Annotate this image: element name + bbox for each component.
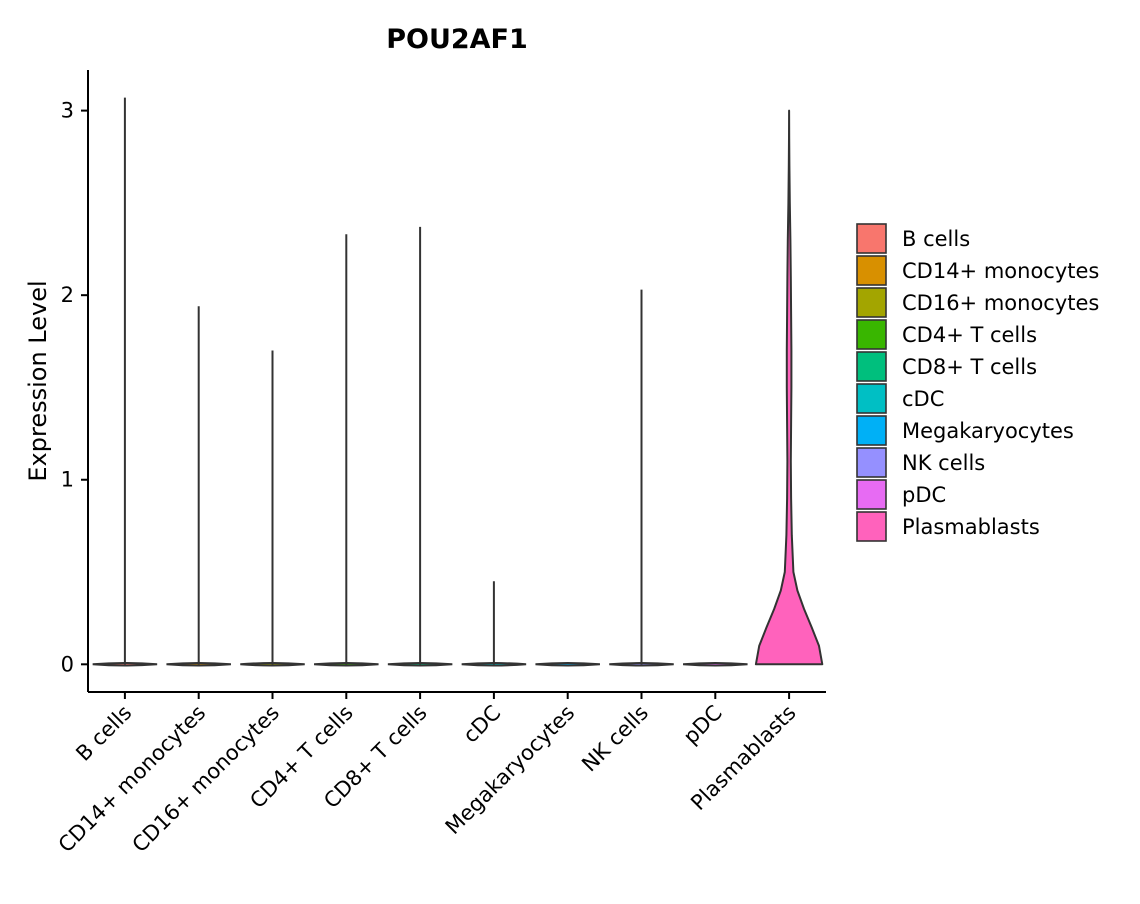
y-tick-label: 3: [61, 99, 74, 123]
legend-label: cDC: [902, 387, 944, 411]
y-tick-label: 1: [61, 468, 74, 492]
legend: B cells CD14+ monocytes CD16+ monocytes CD4…: [856, 223, 1099, 542]
chart-title: POU2AF1: [386, 24, 528, 55]
x-tick-label: CD14+ monocytes: [54, 701, 211, 858]
y-tick-label: 2: [61, 283, 74, 307]
x-tick-label: cDC: [458, 701, 505, 748]
legend-label: Megakaryocytes: [902, 419, 1074, 443]
x-tick-label: Megakaryocytes: [441, 701, 580, 840]
legend-swatch: [856, 287, 887, 318]
violin-base: [535, 662, 600, 667]
legend-swatch: [856, 415, 887, 446]
legend-label: CD16+ monocytes: [902, 291, 1099, 315]
legend-swatch: [856, 479, 887, 510]
legend-swatch: [856, 255, 887, 286]
x-tick-label: CD16+ monocytes: [128, 701, 285, 858]
legend-swatch: [856, 511, 887, 542]
legend-swatch: [856, 383, 887, 414]
x-tick-label: NK cells: [577, 701, 653, 777]
legend-label: B cells: [902, 227, 970, 251]
legend-swatch: [856, 351, 887, 382]
legend-label: CD8+ T cells: [902, 355, 1037, 379]
legend-label: CD14+ monocytes: [902, 259, 1099, 283]
legend-label: NK cells: [902, 451, 985, 475]
y-tick-label: 0: [61, 652, 74, 676]
y-axis-label: Expression Level: [24, 280, 52, 481]
x-tick-label: B cells: [71, 701, 136, 766]
violin-plasmablasts: [754, 109, 824, 666]
x-tick-label: pDC: [679, 701, 727, 749]
legend-swatch: [856, 223, 887, 254]
legend-swatch: [856, 319, 887, 350]
violins-layer: [92, 97, 824, 667]
legend-label: pDC: [902, 483, 946, 507]
violin-base: [683, 662, 748, 667]
legend-label: Plasmablasts: [902, 515, 1040, 539]
legend-label: CD4+ T cells: [902, 323, 1037, 347]
legend-swatch: [856, 447, 887, 478]
